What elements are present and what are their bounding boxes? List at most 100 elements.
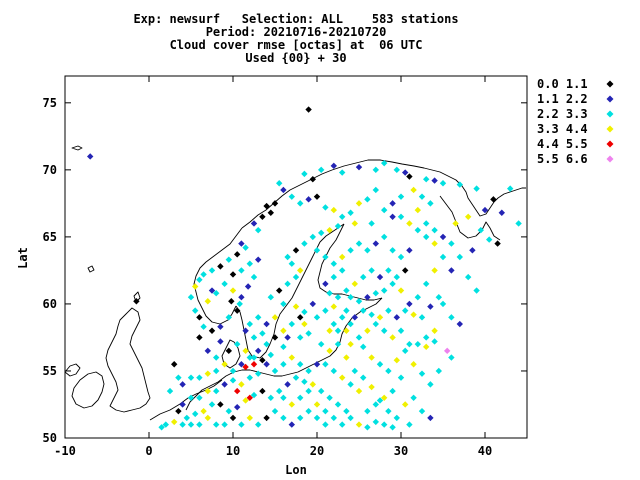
station-point	[284, 334, 291, 341]
station-point	[330, 260, 337, 267]
station-point	[389, 200, 396, 207]
station-point	[309, 233, 316, 241]
station-point	[481, 206, 489, 214]
station-point	[402, 347, 409, 355]
station-point	[292, 303, 300, 310]
legend-label: 4.4 5.5	[537, 137, 588, 151]
station-point	[158, 424, 165, 431]
station-point	[175, 407, 182, 415]
station-point	[372, 290, 379, 297]
station-point	[271, 334, 279, 341]
station-point	[406, 173, 413, 180]
station-point	[347, 320, 354, 328]
station-point	[133, 298, 140, 305]
station-point	[414, 340, 421, 348]
station-point	[326, 347, 333, 355]
station-point	[297, 361, 304, 368]
station-point	[477, 226, 484, 234]
station-point	[427, 200, 434, 207]
station-point	[322, 307, 329, 314]
station-point	[255, 421, 262, 428]
station-point	[326, 290, 333, 297]
station-point	[372, 240, 379, 247]
station-point	[498, 209, 505, 216]
station-point	[431, 226, 438, 234]
station-point	[276, 180, 283, 187]
station-point	[309, 381, 316, 388]
station-point	[242, 327, 249, 334]
station-point	[267, 351, 274, 359]
station-point	[334, 294, 342, 301]
station-point	[221, 381, 228, 388]
station-point	[276, 387, 283, 395]
station-point	[305, 387, 312, 395]
station-point	[347, 381, 354, 388]
station-point	[376, 397, 384, 404]
station-point	[393, 314, 400, 321]
legend-marker	[606, 95, 614, 103]
station-point	[355, 200, 363, 207]
station-point	[292, 273, 300, 281]
station-point	[263, 361, 270, 368]
station-point	[166, 387, 174, 395]
x-axis-label: Lon	[285, 463, 307, 477]
station-point	[213, 367, 220, 375]
station-point	[397, 213, 405, 220]
station-point	[179, 401, 186, 408]
station-point	[334, 401, 342, 408]
station-point	[284, 280, 291, 288]
station-point	[393, 273, 400, 281]
station-point	[360, 273, 367, 281]
station-point	[372, 401, 379, 408]
y-tick-label: 65	[43, 230, 57, 244]
station-point	[360, 307, 367, 314]
station-point	[385, 367, 392, 375]
data-points	[87, 106, 522, 431]
station-point	[372, 418, 379, 426]
station-point	[456, 253, 463, 261]
station-point	[259, 213, 266, 220]
station-point	[280, 327, 287, 334]
station-point	[246, 414, 253, 422]
station-point	[368, 220, 375, 227]
station-point	[406, 421, 413, 428]
station-point	[322, 280, 329, 288]
station-point	[385, 407, 392, 415]
station-point	[229, 367, 237, 375]
station-point	[515, 220, 522, 227]
axis-ticks: -10 0 10 20 30 40 50 55 60 65 70 75	[43, 76, 527, 458]
station-point	[406, 300, 413, 308]
station-point	[393, 357, 400, 364]
station-point	[280, 361, 287, 368]
station-point	[439, 253, 447, 261]
station-point	[418, 193, 426, 200]
station-point	[187, 394, 195, 401]
station-point	[267, 294, 274, 301]
station-point	[187, 421, 195, 428]
station-point	[250, 361, 258, 368]
station-point	[376, 273, 384, 281]
station-point	[418, 370, 426, 377]
station-point	[192, 307, 199, 314]
station-point	[381, 159, 388, 167]
continent-north-sea-coast	[149, 379, 223, 421]
station-point	[276, 287, 283, 294]
station-point	[225, 347, 232, 355]
station-point	[347, 414, 354, 422]
station-point	[339, 253, 346, 261]
station-point	[192, 283, 199, 290]
station-point	[355, 298, 363, 305]
legend-label: 5.5 6.6	[537, 152, 588, 166]
station-point	[507, 185, 514, 192]
station-point	[255, 370, 262, 377]
station-point	[288, 320, 295, 328]
station-point	[196, 334, 203, 341]
station-point	[196, 421, 203, 428]
station-point	[376, 314, 384, 321]
station-point	[313, 314, 321, 321]
jan-mayen-island	[71, 145, 83, 151]
station-point	[322, 421, 329, 428]
station-point	[372, 320, 379, 328]
station-point	[271, 314, 279, 321]
station-point	[381, 206, 388, 214]
